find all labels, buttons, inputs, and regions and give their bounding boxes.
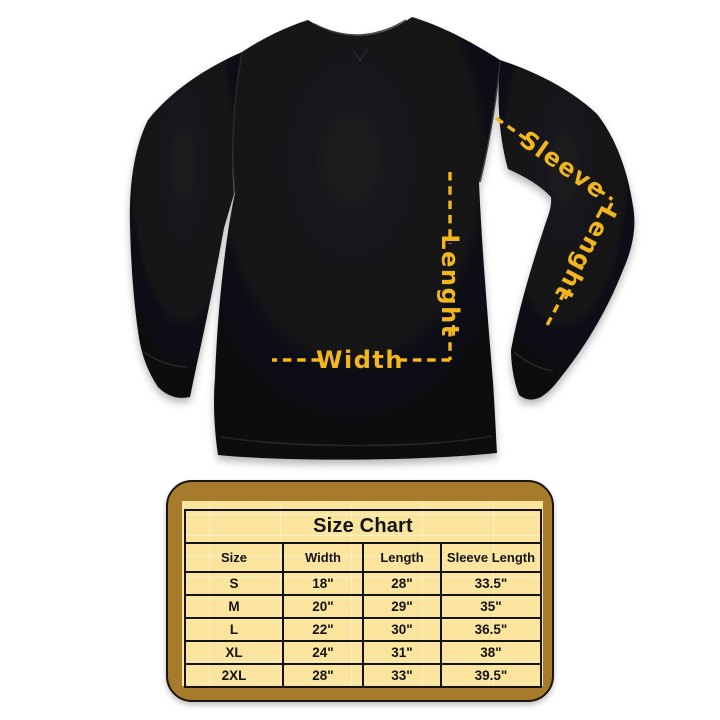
table-cell: 31" xyxy=(362,640,442,665)
table-header-row: Size Width Length Sleeve Length xyxy=(184,542,542,573)
length-annotation: Lenght xyxy=(436,172,464,360)
length-label: Lenght xyxy=(436,234,464,337)
table-row: L 22" 30" 36.5" xyxy=(184,617,542,642)
table-cell: 18" xyxy=(282,571,364,596)
table-cell: 33.5" xyxy=(440,571,542,596)
column-header-width: Width xyxy=(282,542,364,573)
table-row: M 20" 29" 35" xyxy=(184,594,542,619)
table-row: S 18" 28" 33.5" xyxy=(184,571,542,596)
table-cell: 24" xyxy=(282,640,364,665)
size-chart-table: Size Chart Size Width Length Sleeve Leng… xyxy=(184,509,542,688)
left-cuff-seam xyxy=(143,351,188,368)
table-row: XL 24" 31" 38" xyxy=(184,640,542,665)
table-cell: XL xyxy=(184,640,284,665)
table-cell: 39.5" xyxy=(440,663,542,688)
table-cell: 2XL xyxy=(184,663,284,688)
size-chart-title: Size Chart xyxy=(184,509,542,544)
table-cell: 29" xyxy=(362,594,442,619)
table-cell: 20" xyxy=(282,594,364,619)
table-cell: 28" xyxy=(362,571,442,596)
table-cell: M xyxy=(184,594,284,619)
right-armhole-seam xyxy=(479,61,501,183)
tshirt-collar xyxy=(313,19,407,63)
table-cell: L xyxy=(184,617,284,642)
table-cell: S xyxy=(184,571,284,596)
table-cell: 38" xyxy=(440,640,542,665)
tshirt-photo: Lenght Width Sleeve Lenght xyxy=(129,17,635,460)
hem-seam xyxy=(220,435,493,447)
right-cuff-seam xyxy=(513,351,554,372)
table-cell: 33" xyxy=(362,663,442,688)
table-cell: 35" xyxy=(440,594,542,619)
size-chart-panel: Size Chart Size Width Length Sleeve Leng… xyxy=(182,501,543,688)
tshirt-left-sleeve xyxy=(129,52,242,398)
width-label: Width xyxy=(316,346,404,374)
table-cell: 22" xyxy=(282,617,364,642)
tshirt-body xyxy=(214,17,500,460)
table-row: 2XL 28" 33" 39.5" xyxy=(184,663,542,688)
table-title-row: Size Chart xyxy=(184,509,542,544)
column-header-size: Size xyxy=(184,542,284,573)
size-chart-frame: Size Chart Size Width Length Sleeve Leng… xyxy=(166,480,554,702)
left-armhole-seam xyxy=(232,53,243,194)
column-header-length: Length xyxy=(362,542,442,573)
tshirt-right-sleeve xyxy=(498,60,635,400)
width-annotation: Width xyxy=(272,346,450,374)
column-header-sleeve-length: Sleeve Length xyxy=(440,542,542,573)
table-cell: 36.5" xyxy=(440,617,542,642)
table-cell: 28" xyxy=(282,663,364,688)
table-cell: 30" xyxy=(362,617,442,642)
